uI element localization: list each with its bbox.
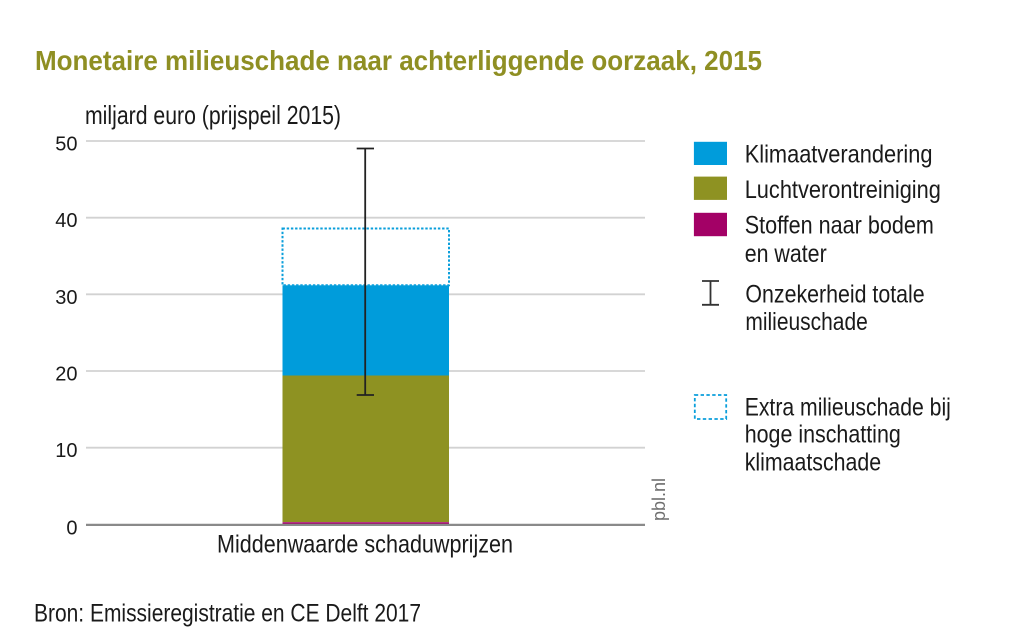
- svg-text:0: 0: [66, 517, 77, 539]
- svg-text:hoge inschatting: hoge inschatting: [745, 421, 901, 449]
- svg-text:Onzekerheid totale: Onzekerheid totale: [745, 281, 924, 309]
- svg-text:en water: en water: [745, 240, 827, 268]
- svg-text:miljard euro (prijspeil 2015): miljard euro (prijspeil 2015): [85, 100, 341, 130]
- svg-text:40: 40: [55, 210, 77, 232]
- svg-text:Klimaatverandering: Klimaatverandering: [745, 141, 933, 169]
- svg-text:20: 20: [55, 364, 77, 386]
- svg-text:Extra milieuschade bij: Extra milieuschade bij: [745, 394, 951, 422]
- svg-text:10: 10: [55, 440, 77, 462]
- svg-text:Stoffen naar bodem: Stoffen naar bodem: [745, 212, 934, 240]
- svg-text:pbl.nl: pbl.nl: [649, 478, 669, 521]
- svg-text:klimaatschade: klimaatschade: [745, 448, 881, 476]
- svg-text:50: 50: [55, 134, 77, 156]
- svg-text:Bron: Emissieregistratie en CE: Bron: Emissieregistratie en CE Delft 201…: [34, 599, 421, 627]
- svg-text:Monetaire milieuschade naar ac: Monetaire milieuschade naar achterliggen…: [35, 45, 762, 76]
- svg-text:milieuschade: milieuschade: [745, 308, 867, 336]
- svg-text:Luchtverontreiniging: Luchtverontreiniging: [745, 176, 941, 204]
- svg-text:30: 30: [55, 287, 77, 309]
- svg-text:Middenwaarde schaduwprijzen: Middenwaarde schaduwprijzen: [217, 531, 513, 559]
